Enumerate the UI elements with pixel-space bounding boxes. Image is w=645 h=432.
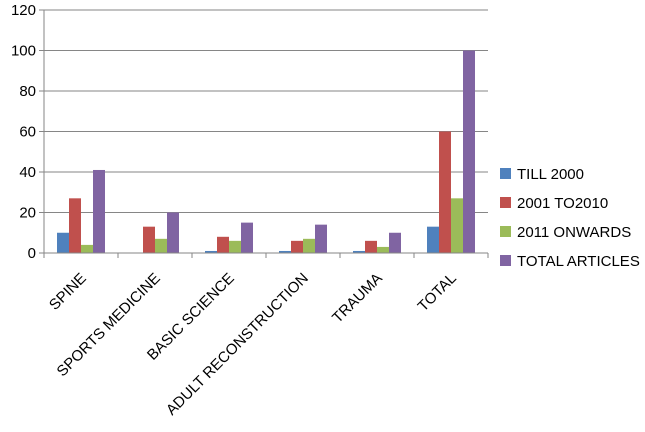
y-tick-label: 20 (19, 205, 36, 222)
x-category-label: ADULT RECONSTRUCTION (163, 270, 312, 419)
bar-till-2000-spine (57, 232, 69, 253)
legend-label: TOTAL ARTICLES (517, 253, 640, 270)
y-tick-label: 120 (11, 2, 36, 19)
bar-till-2000-adult-reconstruction (279, 250, 291, 253)
y-tick-label: 100 (11, 43, 36, 60)
bar-total-articles-sports-medicine (167, 212, 179, 253)
gridlines (44, 9, 488, 213)
legend-swatch (500, 226, 511, 237)
bar-2001-to2010-adult-reconstruction (291, 240, 303, 253)
legend-swatch (500, 197, 511, 208)
bar-2011-onwards-sports-medicine (155, 238, 167, 253)
x-category-label: TOTAL (415, 270, 460, 315)
y-tick-label: 40 (19, 164, 36, 181)
x-category-label: TRAUMA (329, 270, 386, 327)
bar-total-articles-total (463, 50, 475, 253)
y-axis-ticks: 0 20 40 60 80 100 120 (11, 2, 44, 262)
bar-2011-onwards-basic-science (229, 240, 241, 253)
legend-swatch (500, 168, 511, 179)
x-category-label: SPINE (46, 270, 90, 314)
legend: TILL 2000 2001 TO2010 2011 ONWARDS TOTAL AR… (500, 166, 640, 270)
bar-2011-onwards-spine (81, 244, 93, 253)
bar-till-2000-basic-science (205, 250, 217, 253)
bar-2011-onwards-total (451, 198, 463, 253)
bar-2001-to2010-basic-science (217, 236, 229, 253)
axes (43, 10, 489, 258)
bars (57, 50, 475, 253)
y-tick-label: 80 (19, 83, 36, 100)
legend-label: TILL 2000 (517, 166, 584, 183)
bar-2011-onwards-adult-reconstruction (303, 238, 315, 253)
bar-total-articles-trauma (389, 232, 401, 253)
legend-label: 2011 ONWARDS (517, 224, 631, 241)
bar-till-2000-trauma (353, 250, 365, 253)
bar-2001-to2010-sports-medicine (143, 226, 155, 253)
legend-swatch (500, 255, 511, 266)
y-tick-label: 0 (28, 245, 36, 262)
bar-total-articles-adult-reconstruction (315, 224, 327, 253)
bar-2011-onwards-trauma (377, 246, 389, 253)
bar-total-articles-basic-science (241, 222, 253, 253)
bar-2001-to2010-spine (69, 198, 81, 253)
bar-2001-to2010-trauma (365, 240, 377, 253)
bar-total-articles-spine (93, 169, 105, 253)
bar-till-2000-total (427, 226, 439, 253)
y-tick-label: 60 (19, 124, 36, 141)
bar-2001-to2010-total (439, 131, 451, 253)
legend-label: 2001 TO2010 (517, 195, 608, 212)
